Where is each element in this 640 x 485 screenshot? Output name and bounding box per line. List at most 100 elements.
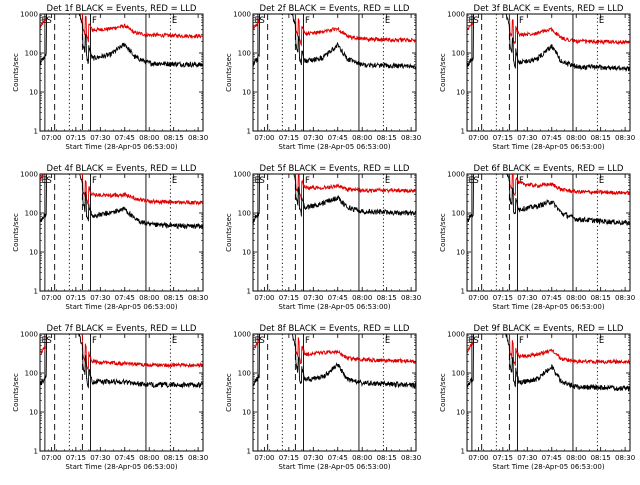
y-axis-label: Counts/sec	[439, 213, 447, 252]
marker-label: F	[519, 16, 524, 26]
y-tick-label: 10	[456, 409, 465, 417]
y-tick-label: 100	[238, 370, 251, 378]
x-tick-label: 07:00	[41, 134, 61, 142]
lld-series-line	[40, 14, 203, 43]
events-series-line	[253, 334, 416, 389]
panel-6: Det 6f BLACK = Events, RED = LLD 1 10 100 10…	[439, 164, 635, 311]
marker-label: E	[599, 16, 604, 26]
marker-label: S	[473, 16, 478, 26]
marker-label: E	[42, 176, 47, 186]
x-tick-label: 08:00	[352, 294, 372, 302]
marker-label: E	[599, 176, 604, 186]
events-series-line	[40, 14, 203, 68]
x-tick-label: 08:00	[566, 454, 586, 462]
y-tick-label: 1000	[233, 331, 251, 339]
x-axis-label: Start Time (28-Apr-05 06:53:00)	[65, 303, 177, 311]
y-tick-label: 10	[456, 249, 465, 257]
x-tick-label: 08:00	[139, 454, 159, 462]
y-tick-label: 100	[238, 50, 251, 58]
marker-label: S	[46, 16, 51, 26]
x-tick-label: 07:30	[303, 454, 323, 462]
x-tick-label: 08:30	[615, 134, 635, 142]
y-tick-label: 10	[242, 249, 251, 257]
marker-label: F	[92, 16, 97, 26]
y-tick-label: 1000	[447, 171, 465, 179]
y-tick-label: 10	[456, 89, 465, 97]
panel-8: Det 8f BLACK = Events, RED = LLD 1 10 100 10…	[225, 324, 421, 471]
x-tick-label: 07:15	[279, 134, 299, 142]
x-tick-label: 07:00	[41, 454, 61, 462]
y-tick-label: 1	[461, 288, 465, 296]
x-tick-label: 08:15	[591, 134, 611, 142]
x-tick-label: 08:30	[188, 294, 208, 302]
x-tick-label: 07:45	[542, 454, 562, 462]
marker-label: E	[385, 176, 390, 186]
y-tick-label: 1000	[233, 171, 251, 179]
y-tick-label: 1000	[447, 11, 465, 19]
x-tick-label: 07:30	[90, 454, 110, 462]
x-tick-label: 07:00	[468, 134, 488, 142]
y-tick-label: 100	[452, 370, 465, 378]
x-tick-label: 08:00	[139, 134, 159, 142]
events-series-line	[40, 334, 203, 389]
panel-9: Det 9f BLACK = Events, RED = LLD 1 10 100 10…	[439, 324, 635, 471]
x-tick-label: 08:15	[377, 134, 397, 142]
y-axis-label: Counts/sec	[225, 53, 233, 92]
x-tick-label: 08:30	[401, 454, 421, 462]
x-tick-label: 07:45	[542, 134, 562, 142]
x-tick-label: 07:00	[254, 294, 274, 302]
x-tick-label: 07:00	[41, 294, 61, 302]
panel-title: Det 7f BLACK = Events, RED = LLD	[47, 324, 197, 334]
marker-label: E	[469, 176, 474, 186]
marker-label: F	[305, 336, 310, 346]
marker-label: E	[172, 336, 177, 346]
panel-title: Det 2f BLACK = Events, RED = LLD	[260, 4, 410, 14]
marker-label: F	[305, 176, 310, 186]
y-axis-label: Counts/sec	[12, 373, 20, 412]
marker-label: E	[255, 16, 260, 26]
panel-title: Det 1f BLACK = Events, RED = LLD	[47, 4, 197, 14]
x-tick-label: 07:15	[279, 294, 299, 302]
panel-3: Det 3f BLACK = Events, RED = LLD 1 10 100 10…	[439, 4, 635, 151]
y-tick-label: 1	[247, 288, 251, 296]
events-series-line	[467, 174, 630, 226]
y-tick-label: 10	[242, 409, 251, 417]
lld-series-line	[467, 14, 630, 46]
x-tick-label: 08:15	[164, 134, 184, 142]
panel-title: Det 8f BLACK = Events, RED = LLD	[260, 324, 410, 334]
x-tick-label: 08:15	[591, 294, 611, 302]
x-tick-label: 07:00	[254, 454, 274, 462]
y-tick-label: 10	[29, 409, 38, 417]
plot-frame	[39, 173, 204, 292]
panel-title: Det 3f BLACK = Events, RED = LLD	[474, 4, 624, 14]
y-axis-label: Counts/sec	[439, 373, 447, 412]
x-axis-label: Start Time (28-Apr-05 06:53:00)	[65, 463, 177, 471]
x-tick-label: 07:30	[90, 134, 110, 142]
y-axis-label: Counts/sec	[12, 53, 20, 92]
events-series-line	[253, 174, 416, 224]
y-tick-label: 1000	[447, 331, 465, 339]
marker-label: S	[46, 176, 51, 186]
x-tick-label: 07:45	[542, 294, 562, 302]
x-tick-label: 08:30	[401, 294, 421, 302]
events-series-line	[467, 14, 630, 72]
y-tick-label: 1000	[20, 11, 38, 19]
marker-label: S	[46, 336, 51, 346]
x-tick-label: 08:30	[615, 294, 635, 302]
marker-label: E	[469, 336, 474, 346]
y-tick-label: 1	[461, 128, 465, 136]
x-tick-label: 07:15	[493, 134, 513, 142]
panel-1: Det 1f BLACK = Events, RED = LLD 1 10 100 10…	[12, 4, 208, 151]
panel-5: Det 5f BLACK = Events, RED = LLD 1 10 100 10…	[225, 164, 421, 311]
events-series-line	[467, 334, 630, 392]
y-tick-label: 100	[25, 370, 38, 378]
marker-label: S	[259, 176, 264, 186]
x-tick-label: 08:00	[566, 134, 586, 142]
x-tick-label: 07:30	[90, 294, 110, 302]
plot-frame	[252, 173, 417, 292]
y-tick-label: 100	[25, 50, 38, 58]
lld-series-line	[253, 14, 416, 47]
x-tick-label: 07:15	[493, 454, 513, 462]
x-tick-label: 08:00	[566, 294, 586, 302]
